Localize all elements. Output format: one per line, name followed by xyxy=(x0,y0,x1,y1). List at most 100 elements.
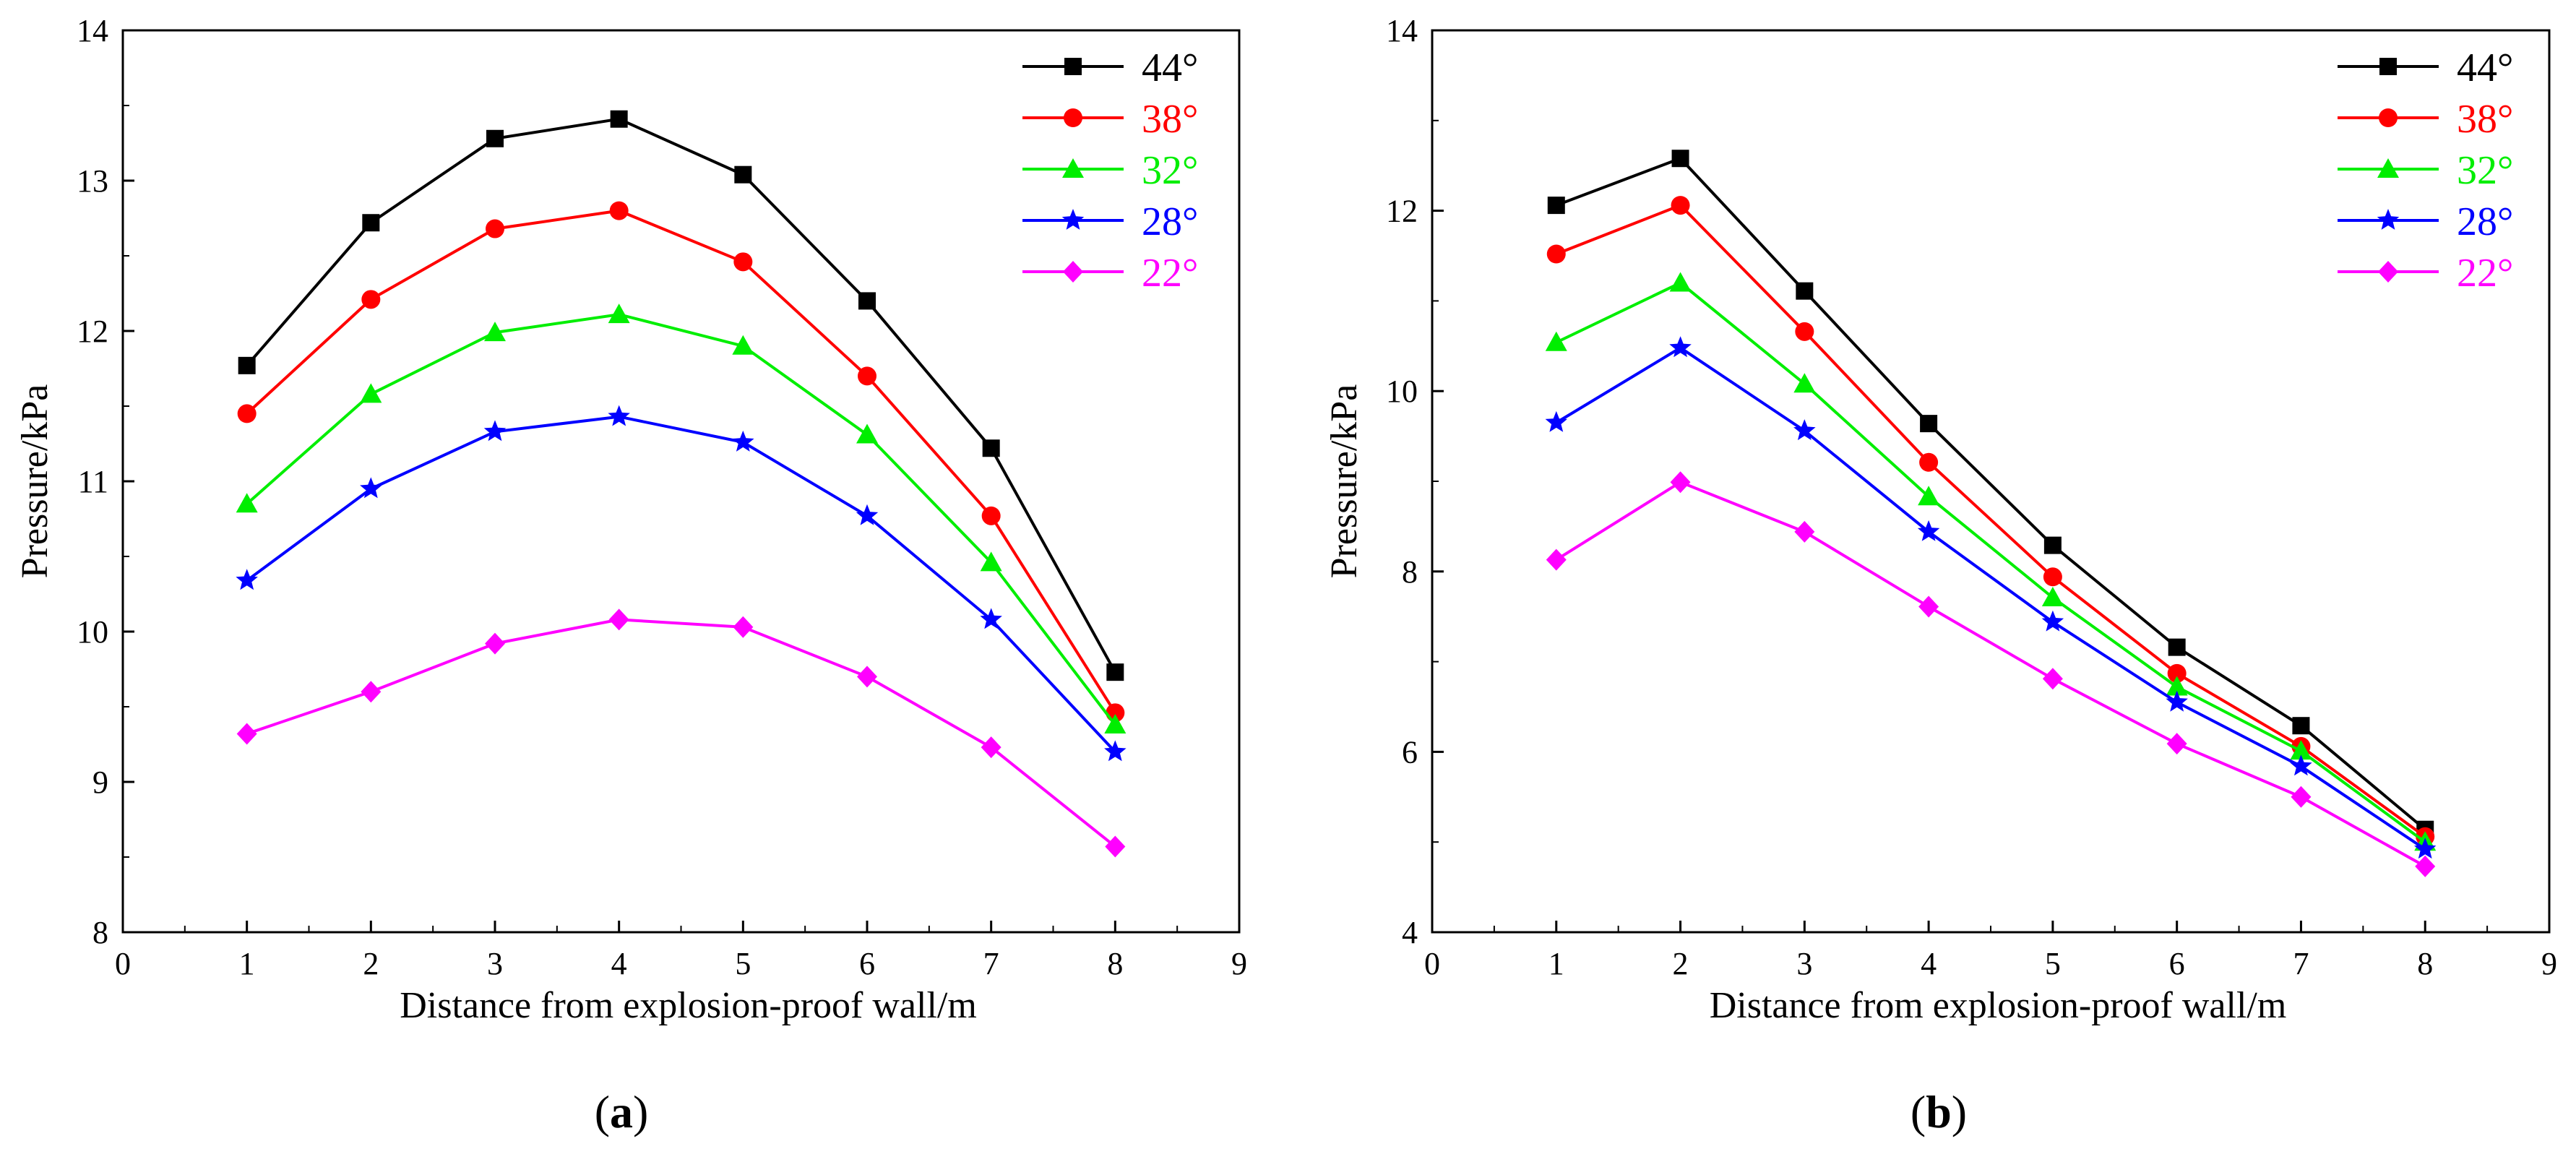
data-point xyxy=(1669,272,1692,292)
legend-marker xyxy=(2379,108,2398,127)
data-point xyxy=(1918,595,1939,618)
legend-marker xyxy=(2377,158,2399,178)
data-point xyxy=(483,420,507,442)
series-4 xyxy=(236,608,1126,858)
data-point xyxy=(2291,786,2312,808)
data-point xyxy=(486,219,504,238)
x-tick-label: 0 xyxy=(1424,946,1440,981)
data-point xyxy=(1793,373,1816,393)
y-tick-label: 10 xyxy=(1386,374,1418,409)
y-tick-label: 9 xyxy=(92,765,108,800)
data-point xyxy=(1920,415,1938,433)
y-tick-label: 13 xyxy=(77,163,108,199)
data-point xyxy=(732,335,754,355)
series-2 xyxy=(1545,272,2437,851)
legend-label: 38° xyxy=(2457,97,2513,142)
series-3 xyxy=(236,405,1127,762)
series-3 xyxy=(1545,336,2437,859)
series-line xyxy=(246,415,1116,753)
y-axis-title: Pressure/kPa xyxy=(14,384,56,579)
legend-label: 32° xyxy=(1142,148,1198,193)
legend-marker xyxy=(1064,58,1082,75)
y-tick-label: 8 xyxy=(1402,554,1418,590)
panel-label: (a) xyxy=(595,1086,649,1137)
x-tick-label: 4 xyxy=(611,946,627,981)
y-tick-label: 12 xyxy=(77,314,108,349)
data-point xyxy=(2292,717,2310,735)
x-tick-label: 7 xyxy=(983,946,999,981)
data-point xyxy=(2166,733,2187,755)
data-point xyxy=(1670,471,1691,494)
data-point xyxy=(238,356,256,374)
data-point xyxy=(733,252,753,272)
data-point xyxy=(1105,835,1126,858)
series-line xyxy=(1555,281,2426,843)
series-line xyxy=(1556,203,2426,838)
data-point xyxy=(237,404,257,423)
data-point xyxy=(2043,567,2062,587)
series-2 xyxy=(236,304,1127,733)
data-point xyxy=(2041,610,2064,632)
legend-marker xyxy=(1061,209,1085,230)
data-point xyxy=(484,322,506,342)
data-point xyxy=(856,504,879,525)
data-point xyxy=(2043,536,2062,554)
data-point xyxy=(609,201,629,220)
y-tick-label: 10 xyxy=(77,614,108,650)
data-point xyxy=(1546,244,1566,264)
x-tick-label: 5 xyxy=(2045,946,2061,981)
legend-marker xyxy=(2379,58,2397,75)
panel-label-close: ) xyxy=(1952,1086,1967,1137)
data-point xyxy=(236,493,258,513)
data-point xyxy=(360,477,382,499)
data-point xyxy=(610,110,628,128)
y-tick-label: 8 xyxy=(92,915,108,950)
y-axis-title: Pressure/kPa xyxy=(1324,384,1365,579)
data-point xyxy=(1919,452,1939,472)
data-point xyxy=(2042,668,2063,690)
legend-marker xyxy=(1063,261,1083,283)
data-point xyxy=(858,366,876,386)
panel-label-close: ) xyxy=(633,1086,648,1137)
legend-label: 22° xyxy=(2457,251,2513,296)
x-axis-title: Distance from explosion-proof wall/m xyxy=(400,985,977,1026)
data-point xyxy=(1917,520,1940,541)
legend-marker xyxy=(2378,261,2398,283)
legend: 44° 38° 32° 28° 22° xyxy=(2338,46,2513,296)
x-tick-label: 8 xyxy=(1107,946,1123,981)
series-line xyxy=(246,313,1116,726)
data-point xyxy=(486,129,504,147)
y-tick-label: 14 xyxy=(1386,13,1418,48)
x-tick-label: 0 xyxy=(115,946,131,981)
series-1 xyxy=(237,201,1125,723)
plot-frame xyxy=(1431,29,2551,934)
data-point xyxy=(2166,690,2188,712)
series-line xyxy=(1556,156,2426,831)
data-point xyxy=(857,666,877,688)
data-point xyxy=(1793,419,1816,441)
y-tick-label: 14 xyxy=(77,13,108,48)
data-point xyxy=(981,506,1001,525)
data-point xyxy=(361,681,382,703)
series-line xyxy=(246,618,1116,848)
x-tick-label: 8 xyxy=(2417,946,2433,981)
data-point xyxy=(858,292,876,310)
x-tick-label: 1 xyxy=(239,946,255,981)
y-tick-label: 12 xyxy=(1386,194,1418,229)
series-line xyxy=(1555,480,2426,868)
data-point xyxy=(2041,586,2064,606)
x-tick-label: 5 xyxy=(735,946,751,981)
data-point xyxy=(362,214,380,232)
data-point xyxy=(1104,740,1127,762)
data-point xyxy=(1795,322,1814,341)
panel-label-letter: b xyxy=(1926,1086,1952,1137)
series-0 xyxy=(238,110,1124,681)
y-tick-label: 6 xyxy=(1402,734,1418,770)
x-axis-title: Distance from explosion-proof wall/m xyxy=(1710,985,2287,1026)
data-point xyxy=(1545,410,1567,432)
x-tick-label: 7 xyxy=(2293,946,2309,981)
data-point xyxy=(2166,676,2188,696)
data-point xyxy=(2290,740,2312,760)
